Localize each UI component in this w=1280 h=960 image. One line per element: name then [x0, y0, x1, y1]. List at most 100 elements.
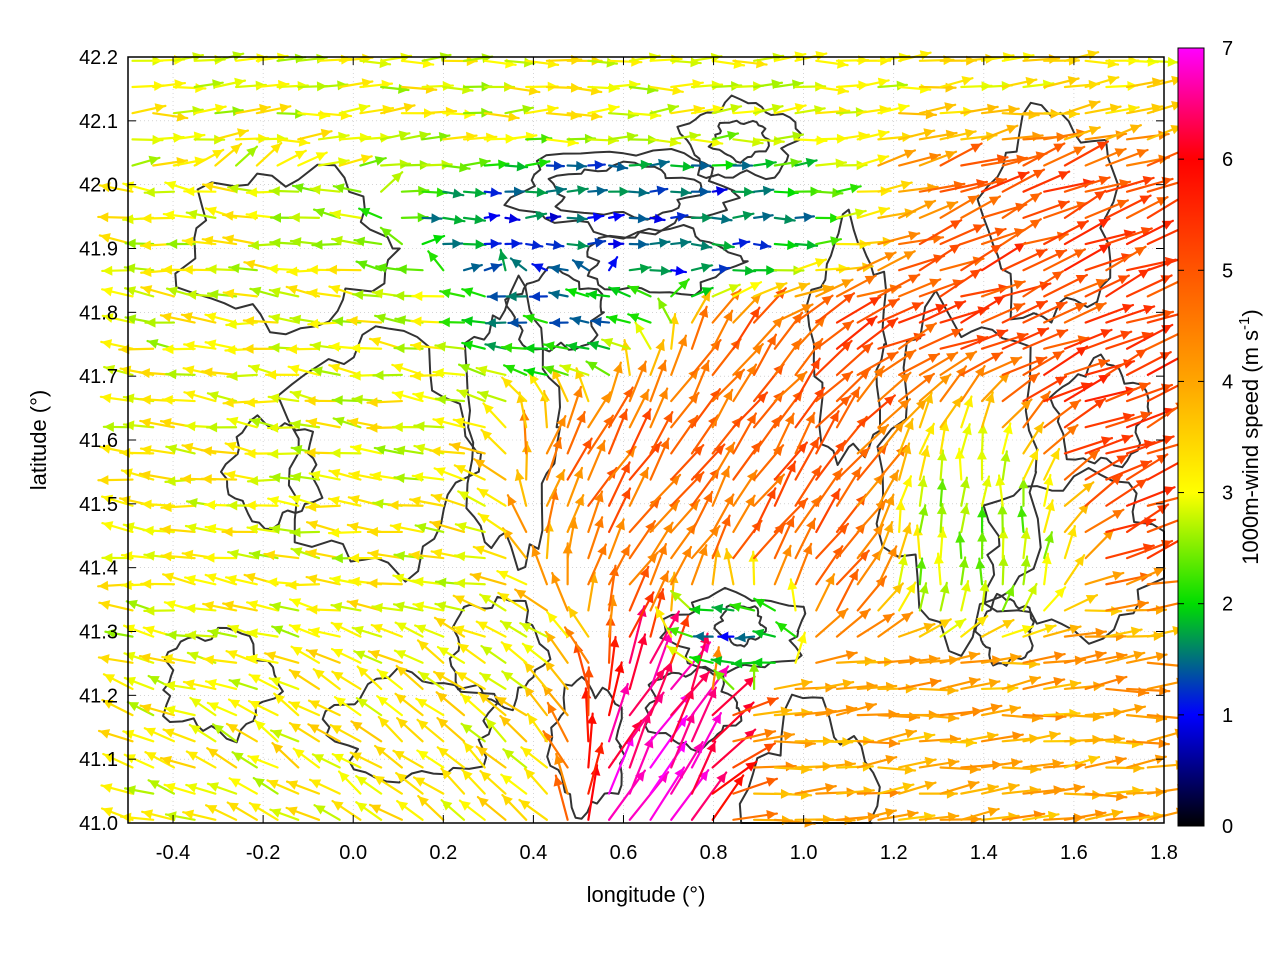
wind-arrow-head [712, 603, 724, 614]
wind-arrow [607, 461, 631, 507]
wind-arrow [269, 808, 300, 821]
wind-arrow-head [478, 513, 490, 524]
wind-arrow [980, 653, 1022, 664]
wind-arrow [477, 512, 507, 534]
wind-arrow [408, 496, 445, 507]
wind-arrow [496, 569, 528, 586]
wind-arrow-head [527, 714, 538, 726]
wind-arrow [1043, 783, 1086, 795]
wind-arrow [414, 522, 445, 534]
wind-arrow-head [1005, 585, 1015, 597]
wind-arrow-head [223, 600, 234, 611]
wind-arrow-head [519, 799, 531, 810]
wind-arrow [346, 599, 383, 612]
wind-arrow-head [1002, 620, 1014, 630]
wind-arrow-head [960, 581, 971, 592]
wind-arrow [227, 698, 258, 717]
colorbar-title-main: 1000m-wind speed (m s [1238, 330, 1263, 565]
wind-arrow-head [274, 693, 285, 704]
wind-arrow [204, 804, 238, 821]
wind-arrow [331, 752, 362, 769]
wind-arrow-head [901, 612, 913, 623]
wind-arrow-head [378, 716, 390, 728]
wind-arrow [308, 778, 341, 795]
wind-arrow-head [272, 625, 284, 635]
wind-arrow-head [1041, 553, 1052, 565]
wind-arrow-head [609, 637, 620, 648]
wind-arrow [185, 783, 217, 795]
wind-arrow [753, 487, 777, 534]
wind-arrow [773, 544, 792, 586]
x-tick-label: 0.4 [519, 842, 547, 864]
wind-arrow-head [913, 525, 923, 536]
wind-arrow-head [142, 809, 154, 820]
wind-arrow-head [329, 527, 340, 538]
wind-arrow-head [290, 527, 301, 538]
wind-arrow-head [286, 580, 297, 591]
wind-arrow [607, 661, 625, 717]
wind-arrow-head [144, 727, 156, 737]
wind-arrow [377, 715, 403, 743]
wind-arrow [546, 701, 569, 743]
wind-arrow [690, 712, 722, 769]
wind-arrow-head [377, 669, 389, 680]
wind-arrow-head [98, 580, 109, 591]
wind-arrow [372, 774, 403, 795]
wind-arrow [366, 578, 403, 589]
wind-arrow-head [711, 713, 721, 725]
y-tick-label: 41.3 [79, 622, 118, 644]
wind-arrow-head [553, 775, 564, 787]
wind-arrow [141, 809, 176, 821]
wind-arrow-head [1073, 783, 1084, 794]
wind-arrow [732, 810, 779, 821]
wind-arrow [1084, 791, 1128, 802]
wind-arrow-head [396, 666, 408, 677]
wind-arrow-head [143, 625, 155, 636]
wind-arrow-head [703, 491, 713, 504]
wind-arrow [732, 777, 779, 795]
wind-arrow [461, 768, 486, 795]
wind-arrow [566, 494, 585, 534]
y-tick-label: 41.6 [79, 430, 118, 452]
wind-arrow-head [979, 581, 990, 592]
wind-arrow-head [186, 751, 198, 761]
wind-arrow [305, 548, 341, 560]
wind-arrow [252, 776, 279, 795]
wind-arrow [980, 704, 1022, 717]
wind-arrow [475, 745, 507, 769]
wind-arrow-head [377, 696, 389, 707]
wind-arrow-head [102, 494, 114, 505]
wind-arrow-head [213, 724, 224, 735]
wind-arrow [916, 557, 927, 586]
wind-arrow-head [639, 468, 649, 480]
wind-arrow-head [413, 601, 425, 612]
wind-arrow [877, 728, 918, 743]
wind-arrow [246, 628, 279, 639]
x-axis-title: longitude (°) [587, 882, 706, 907]
wind-arrow [567, 606, 590, 638]
wind-arrow-head [782, 545, 792, 558]
wind-arrow-head [470, 572, 482, 582]
wind-arrow-head [742, 702, 754, 714]
wind-arrow [164, 811, 196, 822]
wind-arrow-head [226, 574, 237, 585]
wind-arrow [583, 666, 594, 717]
wind-arrow [523, 661, 549, 691]
wind-arrow-head [309, 700, 321, 710]
wind-arrow [877, 809, 919, 821]
wind-arrow [506, 494, 528, 534]
wind-arrow-head [332, 801, 344, 811]
wind-arrow-head [461, 723, 473, 734]
wind-arrow-head [842, 679, 854, 689]
wind-arrow-head [267, 779, 279, 789]
y-tick-label: 42.0 [79, 175, 118, 197]
wind-arrow-head [413, 576, 424, 587]
wind-arrow [311, 753, 341, 769]
wind-arrow-head [480, 594, 492, 605]
terrain-contour-line [448, 595, 552, 712]
wind-arrow-head [249, 550, 261, 560]
wind-arrow [514, 469, 528, 507]
wind-arrow [913, 524, 923, 560]
wind-arrow [203, 552, 238, 563]
wind-arrow-head [524, 768, 536, 780]
